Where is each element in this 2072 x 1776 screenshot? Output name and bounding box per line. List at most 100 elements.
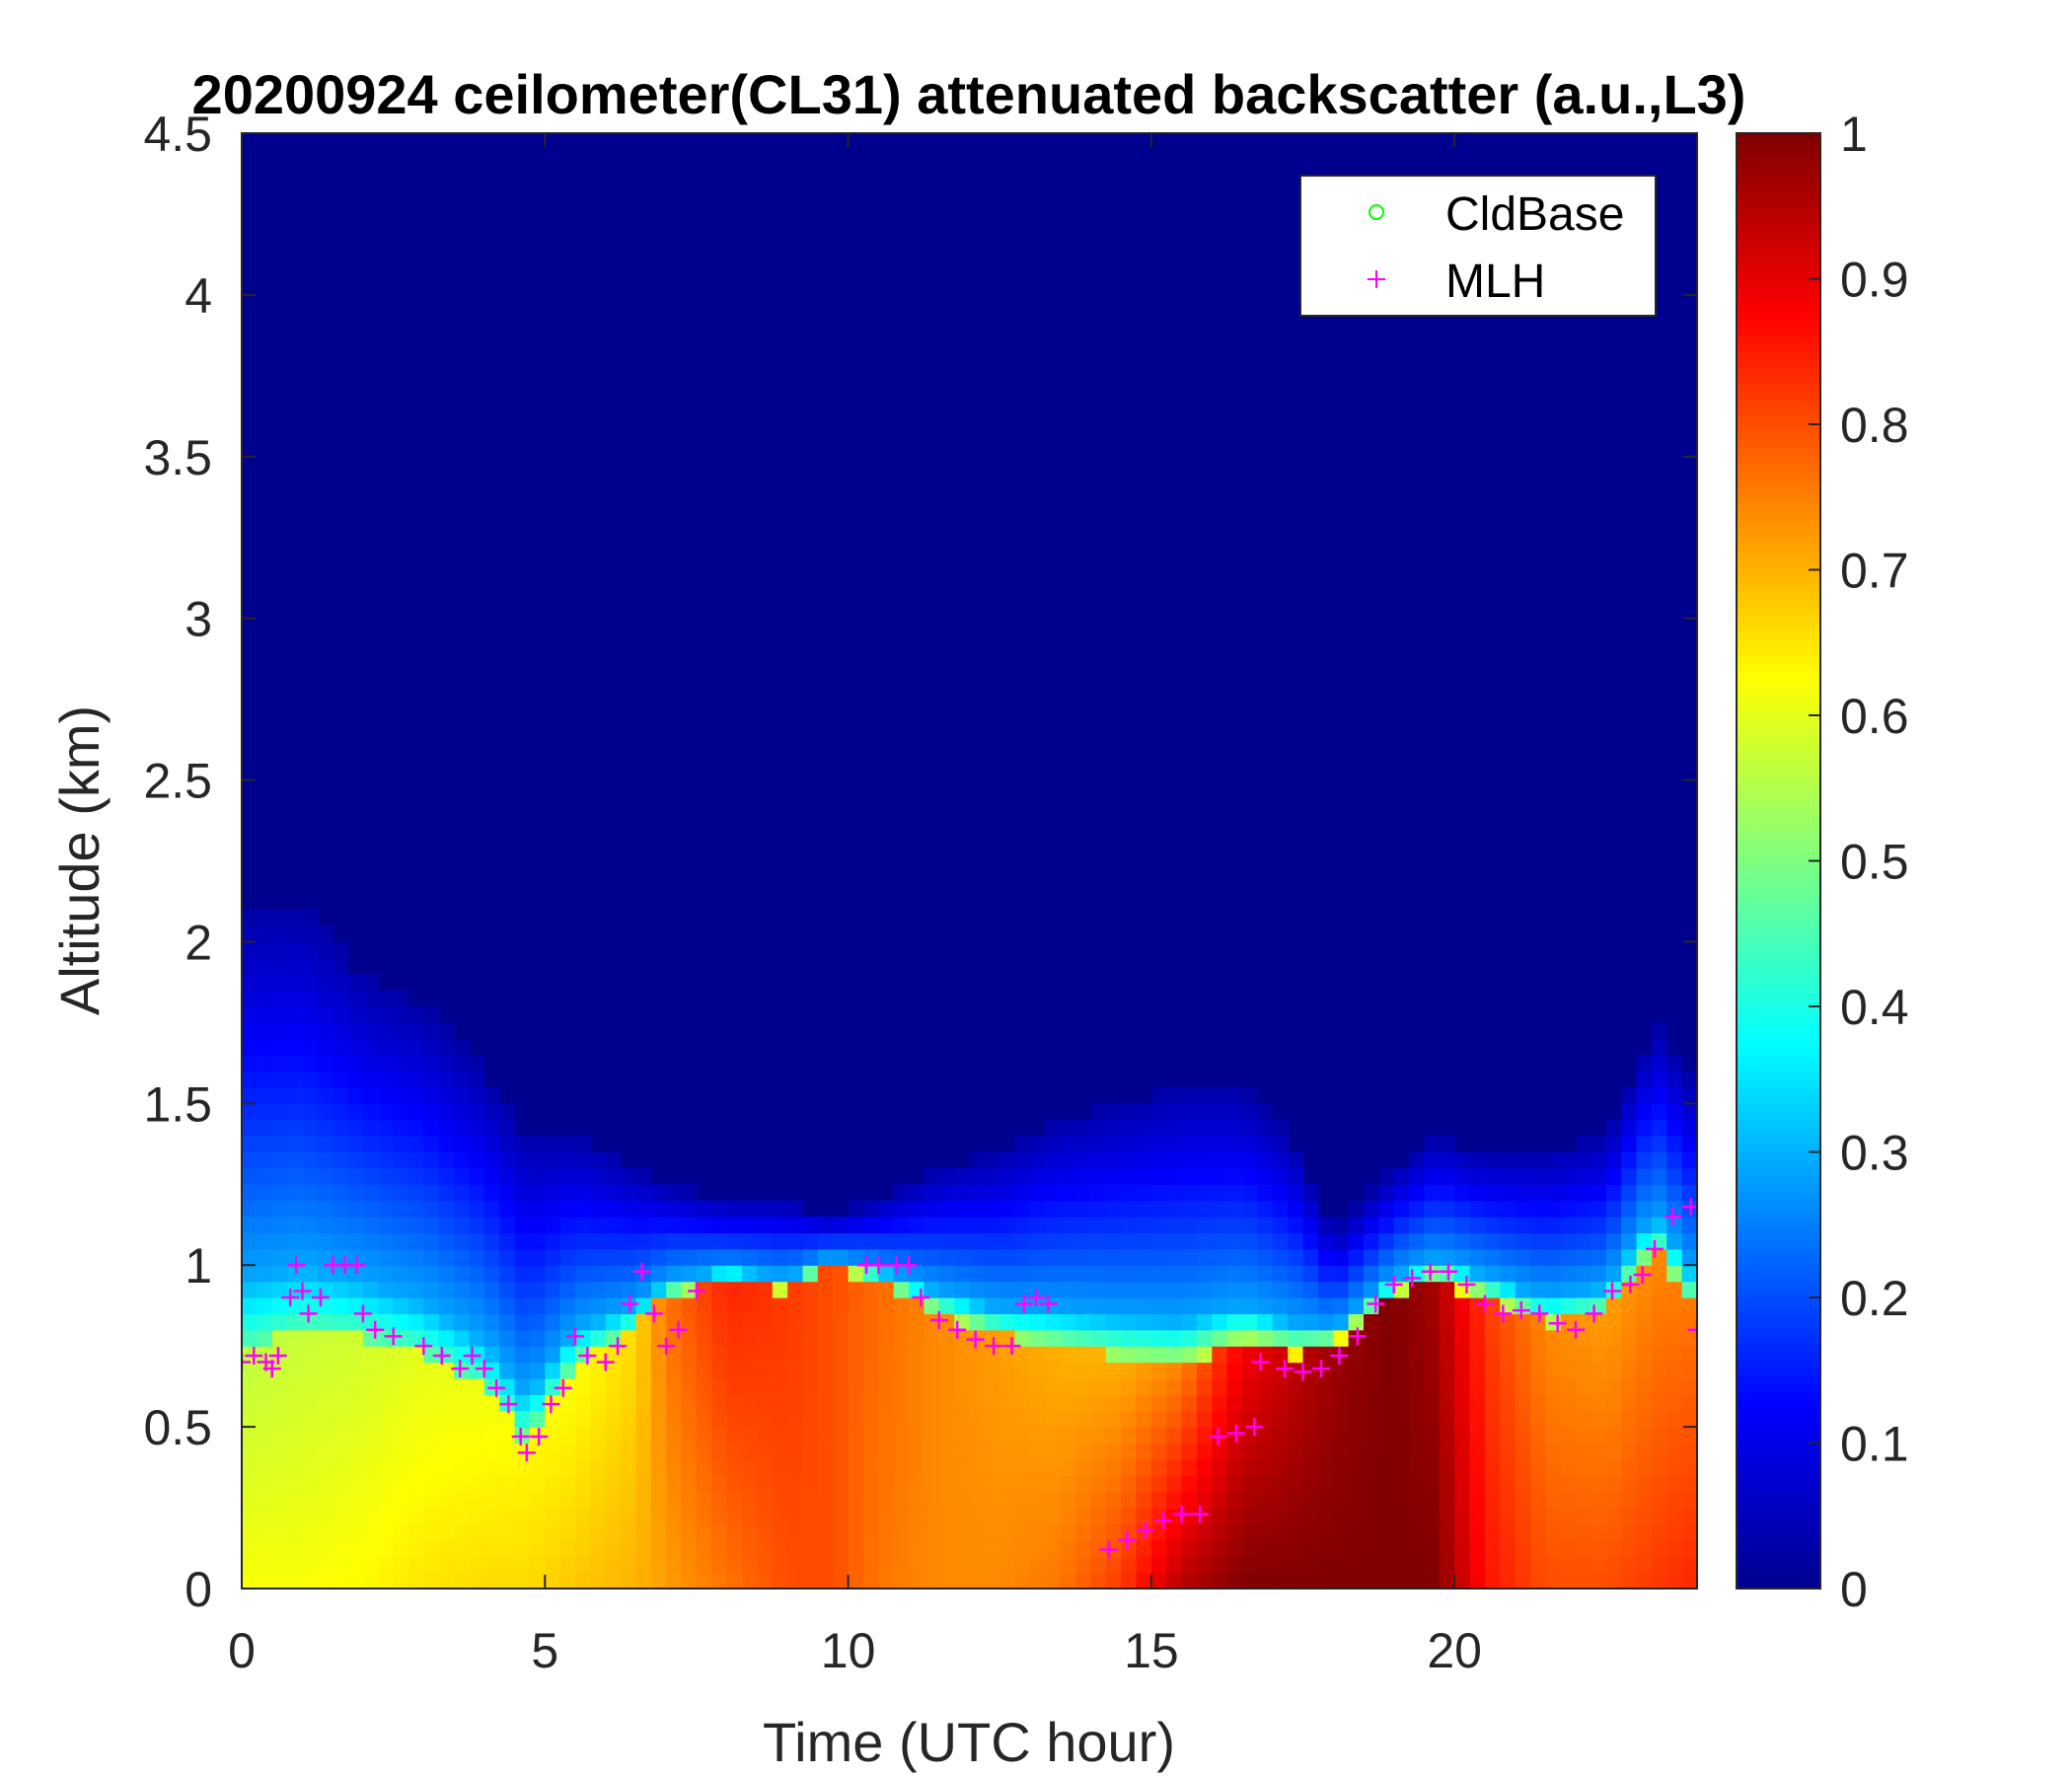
heatmap-cell <box>1576 1167 1592 1185</box>
heatmap-cell <box>681 1394 698 1412</box>
heatmap-cell <box>438 1217 455 1234</box>
heatmap-cell <box>681 1427 698 1444</box>
heatmap-cell <box>1242 1167 1259 1185</box>
heatmap-cell <box>333 1071 349 1088</box>
heatmap-cell <box>317 990 333 1007</box>
heatmap-cell <box>802 1217 819 1234</box>
heatmap-cell <box>545 1458 561 1476</box>
heatmap-cell <box>787 1523 804 1541</box>
heatmap-cell <box>909 1232 925 1250</box>
heatmap-cell <box>1666 1556 1683 1574</box>
mlh-point <box>1512 1301 1530 1320</box>
heatmap-cell <box>848 1572 864 1589</box>
heatmap-cell <box>438 1167 455 1185</box>
heatmap-cell <box>1029 1427 1046 1444</box>
heatmap-cell <box>969 1572 986 1589</box>
heatmap-cell <box>1272 1167 1289 1185</box>
heatmap-cell <box>575 1136 591 1153</box>
heatmap-cell <box>635 1508 652 1525</box>
heatmap-cell <box>757 1508 774 1525</box>
heatmap-cell <box>817 1377 834 1395</box>
heatmap-cell <box>1150 1572 1167 1589</box>
heatmap-cell <box>862 1232 879 1250</box>
heatmap-cell <box>438 1410 455 1428</box>
heatmap-cell <box>711 1394 728 1412</box>
heatmap-cell <box>1666 1475 1683 1493</box>
heatmap-cell <box>1454 1248 1471 1266</box>
heatmap-cell <box>423 1377 440 1395</box>
heatmap-cell <box>1136 1136 1152 1153</box>
heatmap-cell <box>1242 1248 1259 1266</box>
heatmap-cell <box>742 1523 758 1541</box>
colorbar-ticks: 00.10.20.30.40.50.60.70.80.91 <box>1809 107 1909 1617</box>
heatmap-cell <box>757 1265 774 1283</box>
heatmap-cell <box>787 1556 804 1574</box>
heatmap-cell <box>483 1281 500 1298</box>
heatmap-cell <box>635 1232 652 1250</box>
heatmap-cell <box>621 1346 637 1364</box>
heatmap-cell <box>893 1377 910 1395</box>
mlh-point <box>1226 1424 1245 1443</box>
heatmap-cell <box>1014 1475 1031 1493</box>
heatmap-cell <box>878 1491 895 1509</box>
heatmap-cell <box>1333 1265 1350 1283</box>
heatmap-cell <box>1181 1151 1198 1169</box>
heatmap-cell <box>621 1475 637 1493</box>
heatmap-cell <box>999 1572 1016 1589</box>
heatmap-cell <box>347 1329 364 1347</box>
heatmap-cell <box>514 1410 531 1428</box>
heatmap-cell <box>1484 1556 1501 1574</box>
heatmap-cell <box>1545 1297 1562 1314</box>
heatmap-cell <box>878 1362 895 1379</box>
heatmap-cell <box>924 1556 940 1574</box>
heatmap-cell <box>1166 1491 1183 1509</box>
heatmap-cell <box>469 1523 485 1541</box>
heatmap-cell <box>1121 1427 1138 1444</box>
heatmap-cell <box>469 1362 485 1379</box>
heatmap-cell <box>347 1475 364 1493</box>
heatmap-cell <box>1378 1362 1395 1379</box>
heatmap-cell <box>1302 1329 1319 1347</box>
heatmap-cell <box>1636 1346 1653 1364</box>
mlh-point <box>245 1347 263 1365</box>
heatmap-cell <box>1288 1151 1304 1169</box>
heatmap-cell <box>287 1136 304 1153</box>
heatmap-cell <box>529 1394 546 1412</box>
colorbar-tick-label: 0.2 <box>1840 1271 1909 1326</box>
heatmap-cell <box>271 1038 288 1056</box>
heatmap-cell <box>1560 1329 1577 1347</box>
heatmap-cell <box>1090 1200 1107 1218</box>
heatmap-cell <box>621 1248 637 1266</box>
heatmap-cell <box>317 1491 333 1509</box>
heatmap-cell <box>1045 1410 1062 1428</box>
heatmap-cell <box>969 1410 986 1428</box>
heatmap-cell <box>938 1523 955 1541</box>
heatmap-cell <box>1666 1410 1683 1428</box>
heatmap-cell <box>1014 1539 1031 1557</box>
heatmap-cell <box>605 1329 622 1347</box>
heatmap-cell <box>742 1265 758 1283</box>
heatmap-cell <box>1348 1475 1365 1493</box>
heatmap-cell <box>878 1394 895 1412</box>
heatmap-cell <box>302 990 319 1007</box>
heatmap-cell <box>1257 1297 1274 1314</box>
heatmap-cell <box>862 1572 879 1589</box>
heatmap-cell <box>924 1394 940 1412</box>
heatmap-cell <box>1515 1394 1531 1412</box>
heatmap-cell <box>1666 1248 1683 1266</box>
heatmap-cell <box>787 1265 804 1283</box>
heatmap-cell <box>772 1248 788 1266</box>
heatmap-cell <box>1393 1427 1410 1444</box>
heatmap-cell <box>514 1167 531 1185</box>
heatmap-cell <box>575 1232 591 1250</box>
heatmap-cell <box>454 1281 471 1298</box>
heatmap-cell <box>772 1458 788 1476</box>
heatmap-cell <box>575 1248 591 1266</box>
heatmap-cell <box>878 1508 895 1525</box>
mlh-point <box>353 1304 372 1323</box>
heatmap-cell <box>1121 1281 1138 1298</box>
heatmap-cell <box>726 1508 743 1525</box>
heatmap-cell <box>1378 1248 1395 1266</box>
heatmap-cell <box>1469 1151 1486 1169</box>
heatmap-cell <box>1029 1508 1046 1525</box>
